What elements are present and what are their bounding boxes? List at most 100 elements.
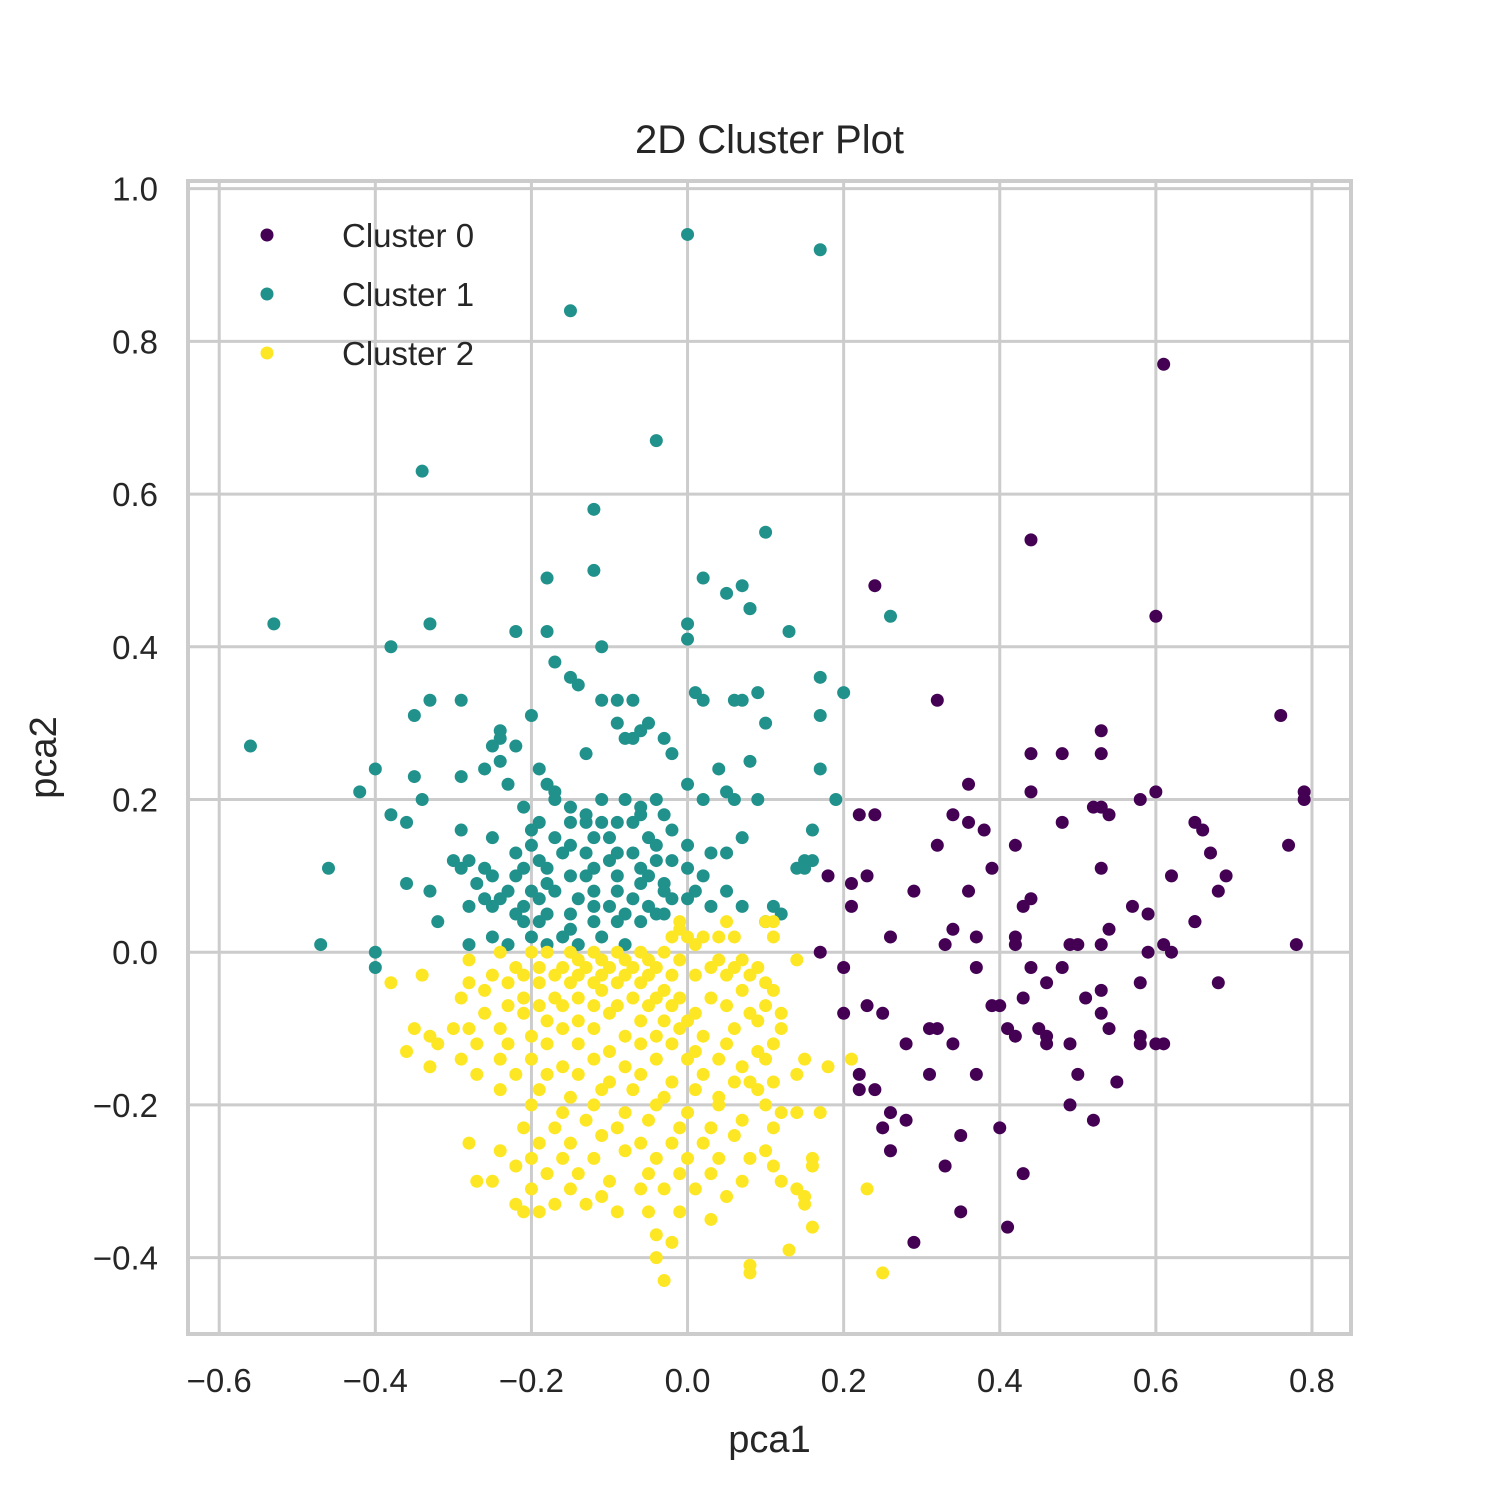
cluster-2-point xyxy=(563,1136,577,1150)
cluster-0-point xyxy=(1086,1113,1100,1127)
cluster-1-point xyxy=(454,693,468,707)
cluster-2-point xyxy=(610,1121,624,1135)
cluster-0-point xyxy=(852,1067,866,1081)
cluster-0-point xyxy=(907,1235,921,1249)
cluster-2-point xyxy=(634,1067,648,1081)
cluster-2-point xyxy=(540,1167,554,1181)
cluster-2-point xyxy=(532,960,546,974)
cluster-2-point xyxy=(602,1006,616,1020)
cluster-2-point xyxy=(493,1052,507,1066)
cluster-0-point xyxy=(1079,991,1093,1005)
cluster-1-point xyxy=(517,800,531,814)
cluster-1-point xyxy=(353,785,367,799)
cluster-1-point xyxy=(524,709,538,723)
cluster-1-point xyxy=(595,930,609,944)
cluster-2-point xyxy=(665,968,679,982)
cluster-1-point xyxy=(626,731,640,745)
cluster-2-point xyxy=(532,1136,546,1150)
cluster-2-point xyxy=(759,1052,773,1066)
cluster-2-point xyxy=(548,1197,562,1211)
cluster-1-point xyxy=(556,930,570,944)
cluster-0-point xyxy=(1289,938,1303,952)
cluster-1-point xyxy=(681,777,695,791)
cluster-1-point xyxy=(618,792,632,806)
cluster-1-point xyxy=(751,792,765,806)
cluster-1-point xyxy=(509,869,523,883)
cluster-1-point xyxy=(587,563,601,577)
cluster-1-point xyxy=(423,884,437,898)
cluster-1-point xyxy=(431,915,445,929)
cluster-1-point xyxy=(634,915,648,929)
cluster-1-point xyxy=(470,876,484,890)
cluster-2-point xyxy=(634,1014,648,1028)
cluster-2-point xyxy=(454,991,468,1005)
cluster-2-point xyxy=(634,1182,648,1196)
cluster-0-point xyxy=(1133,1037,1147,1051)
cluster-2-point xyxy=(501,999,515,1013)
cluster-2-point xyxy=(704,991,718,1005)
cluster-0-point xyxy=(860,869,874,883)
cluster-2-point xyxy=(540,1014,554,1028)
y-tick-label: 0.8 xyxy=(112,323,158,360)
cluster-2-point xyxy=(563,976,577,990)
cluster-0-point xyxy=(1157,357,1171,371)
cluster-1-point xyxy=(509,739,523,753)
cluster-0-point xyxy=(883,1106,897,1120)
cluster-0-point xyxy=(1211,976,1225,990)
cluster-0-point xyxy=(837,1006,851,1020)
cluster-2-point xyxy=(602,1174,616,1188)
cluster-1-point xyxy=(423,693,437,707)
cluster-2-point xyxy=(696,1029,710,1043)
cluster-0-point xyxy=(923,1067,937,1081)
cluster-2-point xyxy=(563,1090,577,1104)
cluster-2-point xyxy=(626,1083,640,1097)
cluster-0-point xyxy=(1133,976,1147,990)
cluster-2-point xyxy=(415,968,429,982)
cluster-2-point xyxy=(696,1136,710,1150)
x-tick-label: −0.2 xyxy=(499,1362,564,1399)
cluster-2-point xyxy=(470,1174,484,1188)
cluster-1-point xyxy=(681,617,695,631)
cluster-2-point xyxy=(766,930,780,944)
cluster-2-point xyxy=(735,1174,749,1188)
cluster-2-point xyxy=(735,983,749,997)
cluster-0-point xyxy=(1063,1098,1077,1112)
cluster-0-point xyxy=(907,884,921,898)
cluster-2-point xyxy=(407,1022,421,1036)
cluster-2-point xyxy=(470,1037,484,1051)
cluster-1-point xyxy=(579,815,593,829)
cluster-1-point xyxy=(321,861,335,875)
cluster-1-point xyxy=(454,770,468,784)
cluster-0-point xyxy=(860,999,874,1013)
x-axis-label: pca1 xyxy=(728,1419,810,1461)
cluster-0-point xyxy=(899,1113,913,1127)
cluster-2-point xyxy=(579,1197,593,1211)
cluster-0-point xyxy=(985,861,999,875)
cluster-1-point xyxy=(735,693,749,707)
cluster-2-point xyxy=(602,1044,616,1058)
cluster-2-point xyxy=(524,1151,538,1165)
cluster-1-point xyxy=(720,846,734,860)
cluster-2-point xyxy=(509,1159,523,1173)
cluster-0-point xyxy=(876,1006,890,1020)
cluster-1-point xyxy=(602,854,616,868)
cluster-0-point xyxy=(1141,945,1155,959)
cluster-0-point xyxy=(954,1128,968,1142)
cluster-2-point xyxy=(751,1083,765,1097)
cluster-2-point xyxy=(540,945,554,959)
cluster-2-point xyxy=(493,945,507,959)
cluster-0-point xyxy=(1094,1006,1108,1020)
cluster-1-point xyxy=(883,609,897,623)
cluster-0-point xyxy=(1055,960,1069,974)
cluster-0-point xyxy=(876,1121,890,1135)
cluster-2-point xyxy=(766,1121,780,1135)
cluster-0-point xyxy=(883,1144,897,1158)
cluster-1-point xyxy=(368,945,382,959)
cluster-1-point xyxy=(782,625,796,639)
cluster-2-point xyxy=(579,1113,593,1127)
cluster-2-point xyxy=(790,1106,804,1120)
cluster-0-point xyxy=(962,884,976,898)
cluster-2-point xyxy=(642,999,656,1013)
cluster-0-point xyxy=(1164,945,1178,959)
y-tick-label: 0.0 xyxy=(112,934,158,971)
